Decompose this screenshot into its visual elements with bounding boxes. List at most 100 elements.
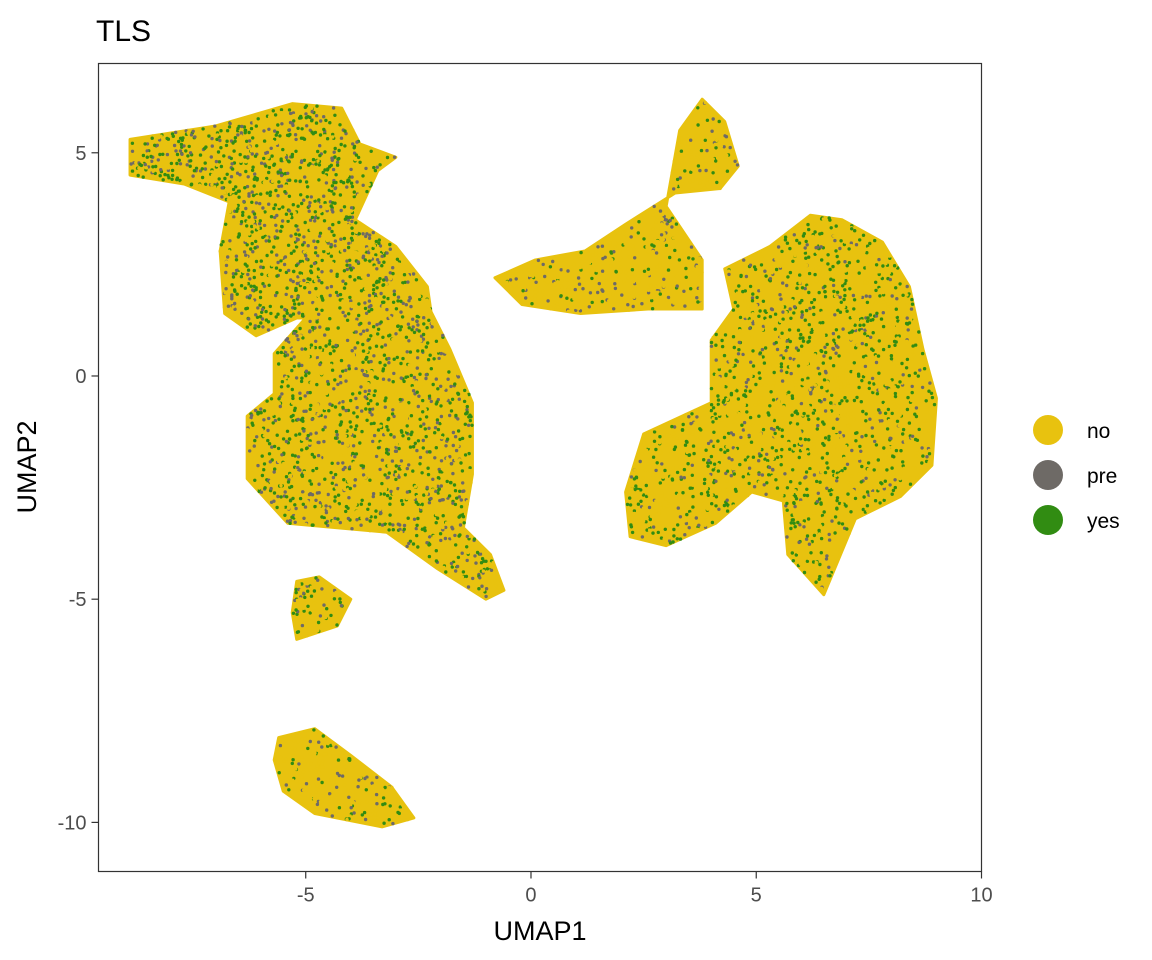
point-no	[865, 359, 869, 364]
point-no	[713, 142, 717, 147]
point-no	[356, 193, 361, 197]
point-yes	[409, 414, 414, 418]
point-yes	[590, 276, 594, 281]
point-pre	[287, 209, 292, 213]
point-no	[295, 221, 300, 225]
point-yes	[357, 302, 361, 306]
point-no	[356, 775, 360, 779]
point-yes	[246, 268, 251, 272]
point-yes	[318, 231, 323, 235]
point-no	[390, 476, 394, 481]
point-no	[297, 404, 302, 408]
point-no	[308, 784, 312, 789]
point-no	[565, 272, 569, 276]
point-pre	[370, 407, 375, 411]
point-no	[290, 510, 295, 515]
point-no	[384, 812, 388, 817]
point-no	[320, 445, 325, 450]
point-pre	[248, 294, 252, 298]
point-yes	[259, 259, 263, 263]
point-no	[239, 134, 243, 138]
point-yes	[306, 433, 310, 438]
point-yes	[346, 178, 350, 182]
point-yes	[258, 295, 263, 300]
point-pre	[328, 293, 332, 298]
point-pre	[424, 373, 428, 377]
point-yes	[274, 266, 279, 270]
point-yes	[646, 267, 651, 271]
point-no	[399, 799, 403, 803]
point-no	[336, 363, 340, 368]
point-no	[376, 302, 381, 307]
point-yes	[277, 417, 281, 421]
point-yes	[250, 241, 254, 246]
point-yes	[269, 215, 274, 219]
point-pre	[431, 477, 435, 481]
point-no	[685, 300, 690, 304]
point-yes	[177, 158, 181, 162]
point-no	[319, 122, 323, 126]
point-no	[299, 174, 303, 179]
point-no	[655, 265, 659, 269]
point-yes	[260, 454, 264, 458]
point-pre	[316, 440, 320, 445]
point-no	[381, 792, 385, 796]
point-no	[292, 113, 296, 118]
point-no	[329, 778, 333, 782]
point-yes	[397, 446, 401, 451]
point-yes	[687, 256, 691, 260]
point-no	[519, 266, 523, 270]
point-yes	[376, 327, 381, 331]
point-yes	[268, 190, 273, 194]
point-yes	[373, 168, 378, 173]
point-no	[351, 465, 355, 469]
point-no	[693, 123, 697, 127]
point-no	[282, 428, 286, 432]
point-yes	[186, 154, 190, 158]
point-no	[301, 788, 306, 792]
point-no	[442, 565, 446, 570]
point-no	[331, 338, 335, 342]
point-pre	[304, 253, 308, 258]
point-no	[321, 807, 326, 811]
point-yes	[350, 231, 355, 236]
point-no	[628, 295, 632, 299]
point-yes	[668, 255, 672, 260]
point-no	[398, 488, 403, 492]
point-pre	[433, 489, 438, 493]
point-no	[329, 590, 333, 594]
point-yes	[470, 423, 474, 427]
point-pre	[335, 433, 339, 437]
point-no	[686, 176, 690, 180]
point-pre	[354, 396, 358, 401]
point-no	[254, 421, 258, 425]
point-no	[233, 243, 237, 247]
point-no	[241, 295, 245, 299]
point-no	[697, 126, 701, 131]
point-yes	[252, 177, 256, 181]
point-yes	[308, 407, 312, 411]
point-no	[324, 321, 328, 326]
point-pre	[301, 490, 305, 494]
point-yes	[279, 108, 284, 112]
point-yes	[263, 486, 267, 490]
point-no	[315, 488, 319, 492]
point-no	[674, 241, 678, 245]
point-yes	[352, 411, 356, 415]
point-pre	[369, 304, 373, 308]
point-no	[664, 288, 669, 293]
point-yes	[294, 149, 298, 153]
point-no	[608, 241, 612, 245]
point-no	[594, 249, 598, 254]
point-yes	[267, 283, 271, 287]
point-yes	[244, 169, 248, 174]
point-yes	[253, 478, 257, 482]
point-no	[379, 453, 383, 457]
point-yes	[399, 299, 403, 303]
point-yes	[346, 506, 350, 510]
point-no	[325, 445, 329, 449]
point-pre	[278, 404, 282, 409]
point-yes	[373, 375, 377, 379]
point-yes	[309, 594, 314, 598]
point-yes	[264, 309, 268, 314]
